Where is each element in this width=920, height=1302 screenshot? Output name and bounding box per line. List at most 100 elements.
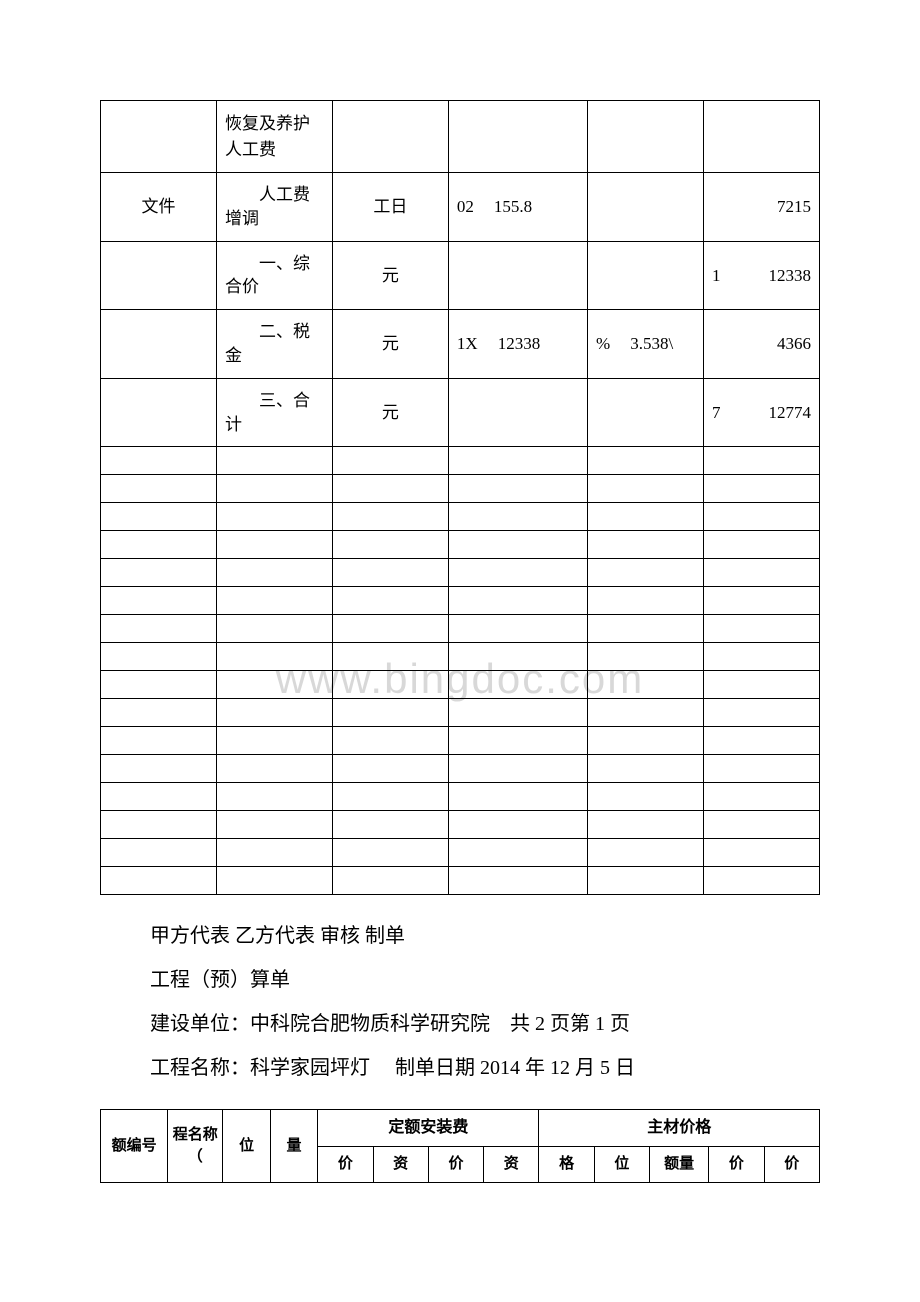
cell [448,699,587,727]
cell [216,587,332,615]
cell [101,839,217,867]
cell [332,475,448,503]
table-row [101,867,820,895]
table-row [101,447,820,475]
cell [216,447,332,475]
cell [448,783,587,811]
cell [332,867,448,895]
cell [101,811,217,839]
cell [588,643,704,671]
cell [101,531,217,559]
cell [101,503,217,531]
cell: 元 [332,241,448,310]
cell [448,587,587,615]
cell [216,727,332,755]
header-cell: 量 [270,1110,317,1183]
cell: 工日 [332,173,448,242]
cell [332,531,448,559]
table-row [101,559,820,587]
cell [216,839,332,867]
cell [216,755,332,783]
cell [332,101,448,173]
cell: % 3.538\ [588,310,704,379]
cell [101,475,217,503]
cell: 1X 12338 [448,310,587,379]
cell [448,241,587,310]
cell [448,503,587,531]
cell [448,811,587,839]
cell: 元 [332,310,448,379]
header-cell: 额量 [650,1147,709,1183]
table-row [101,615,820,643]
detail-table: 额编号 程名称（ 位 量 定额安装费 主材价格 价 资 价 资 格 位 额量 价… [100,1109,820,1183]
header-cell: 位 [223,1110,270,1183]
cell [332,755,448,783]
cell [216,643,332,671]
cell [448,615,587,643]
cell [101,867,217,895]
cell [448,531,587,559]
cell [448,643,587,671]
cell [588,447,704,475]
header-cell: 格 [539,1147,594,1183]
cell [588,241,704,310]
cell [101,241,217,310]
budget-table: 恢复及养护人工费 文件 人工费增调 工日 02 155.8 7215 [100,100,820,895]
cell [704,839,820,867]
cell [332,643,448,671]
cell [332,699,448,727]
table-row: 二、税金 元 1X 12338 % 3.538\ 4366 [101,310,820,379]
cell [101,727,217,755]
cell [588,811,704,839]
cell [101,559,217,587]
cell [448,727,587,755]
table-row [101,755,820,783]
cell: 7215 [704,173,820,242]
header-cell: 程名称（ [168,1110,223,1183]
cell [704,531,820,559]
cell: 4366 [704,310,820,379]
cell: 7 12774 [704,378,820,447]
cell [704,699,820,727]
cell [704,503,820,531]
cell [332,727,448,755]
cell [704,587,820,615]
cell [588,101,704,173]
cell [588,559,704,587]
cell [588,727,704,755]
cell [704,727,820,755]
cell: 三、合计 [216,378,332,447]
cell [448,755,587,783]
table-row [101,671,820,699]
cell [332,447,448,475]
cell [448,378,587,447]
cell [588,587,704,615]
cell [704,783,820,811]
cell [332,615,448,643]
cell [332,783,448,811]
cell [216,671,332,699]
cell [704,559,820,587]
page-content: 恢复及养护人工费 文件 人工费增调 工日 02 155.8 7215 [100,100,820,1183]
cell [448,101,587,173]
cell [588,839,704,867]
cell [101,671,217,699]
cell [448,839,587,867]
cell: 人工费增调 [216,173,332,242]
header-group-material: 主材价格 [539,1110,820,1147]
cell [704,671,820,699]
header-cell: 价 [428,1147,483,1183]
cell [101,783,217,811]
signature-line: 甲方代表 乙方代表 审核 制单 [150,917,820,955]
paragraph-block: 甲方代表 乙方代表 审核 制单 工程（预）算单 建设单位：中科院合肥物质科学研究… [150,917,820,1087]
cell: 一、综合价 [216,241,332,310]
table-header-row: 额编号 程名称（ 位 量 定额安装费 主材价格 [101,1110,820,1147]
cell [704,755,820,783]
table-row [101,503,820,531]
cell [101,615,217,643]
cell [332,839,448,867]
cell [101,101,217,173]
cell [101,310,217,379]
table-row: 一、综合价 元 1 12338 [101,241,820,310]
cell [332,811,448,839]
